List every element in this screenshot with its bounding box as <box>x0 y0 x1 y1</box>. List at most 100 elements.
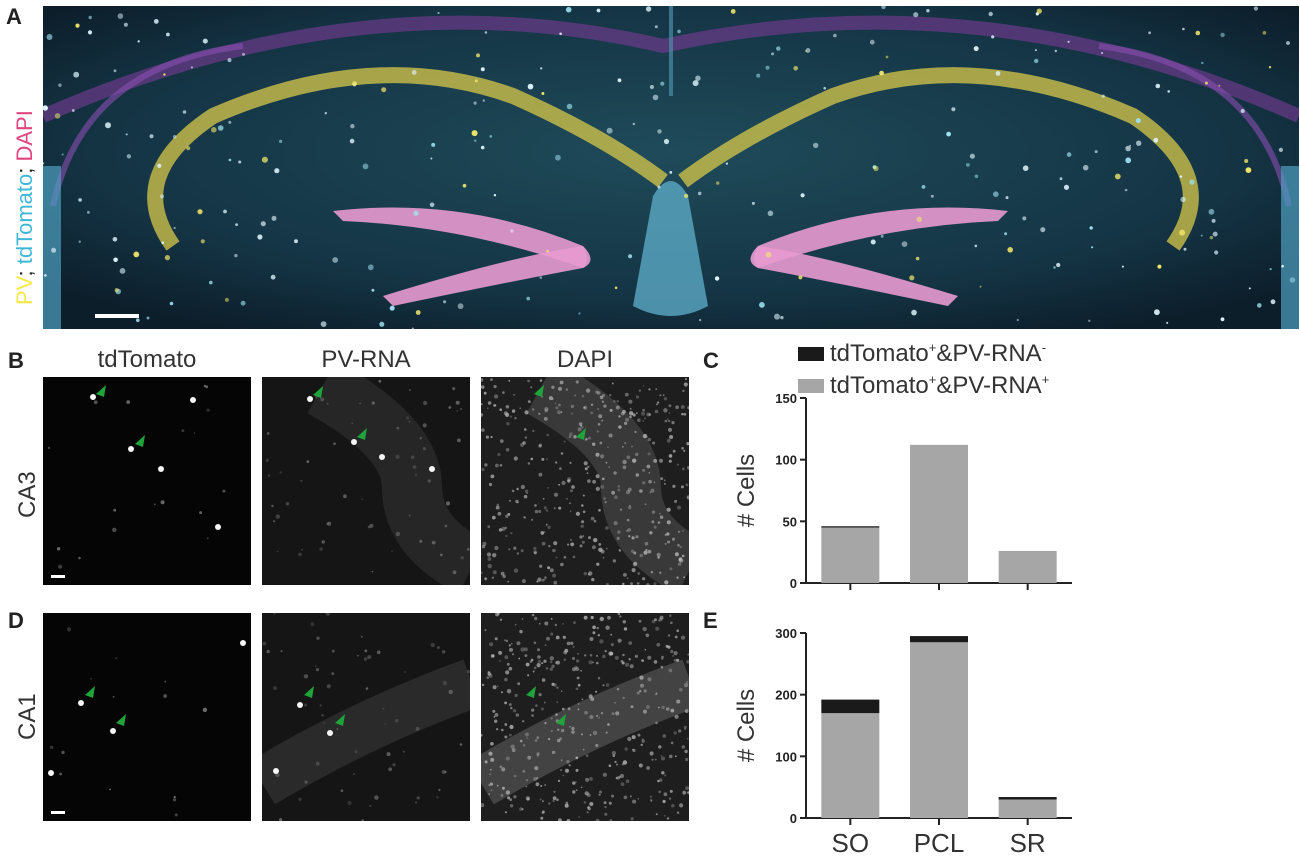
nucleus-dot <box>490 654 495 658</box>
nucleus-dot <box>669 567 673 571</box>
nucleus-dot <box>558 386 562 391</box>
arrowhead-icon <box>576 428 586 440</box>
cell-dot <box>1136 140 1142 146</box>
arrowhead-icon <box>534 385 544 397</box>
nucleus-dot <box>676 658 680 662</box>
cell-dot <box>320 321 327 327</box>
cell-dot <box>951 107 956 112</box>
cell-dot <box>901 241 908 248</box>
nucleus-dot <box>351 422 354 425</box>
nucleus-dot <box>686 659 689 664</box>
cell-dot <box>654 25 658 29</box>
chart-c-ca3-counts: 0 50 100 150 # Cells <box>733 391 1072 591</box>
nucleus-dot <box>668 668 673 673</box>
nucleus-dot <box>563 440 566 443</box>
nucleus-dot <box>608 764 612 767</box>
nucleus-dot <box>622 760 628 765</box>
nucleus-dot <box>419 539 423 543</box>
nucleus-dot <box>570 542 575 547</box>
nucleus-dot <box>500 439 504 443</box>
nucleus-dot <box>404 671 406 673</box>
nucleus-dot <box>666 438 671 443</box>
nucleus-dot <box>513 546 517 550</box>
arrowhead-icon <box>335 714 345 726</box>
nucleus-dot <box>513 568 519 573</box>
nucleus-dot <box>611 490 615 495</box>
nucleus-dot <box>206 408 210 412</box>
nucleus-dot <box>607 446 609 449</box>
cell-dot <box>1289 277 1296 283</box>
nucleus-dot <box>524 428 527 431</box>
cell-dot <box>617 78 622 83</box>
nucleus-dot <box>599 790 602 794</box>
legend-item-positive: tdTomato+&PV-RNA+ <box>798 372 1049 400</box>
nucleus-dot <box>567 479 571 483</box>
cell-dot <box>87 211 90 214</box>
nucleus-dot <box>671 421 675 425</box>
nucleus-dot <box>611 382 614 385</box>
cell-dot <box>539 276 543 279</box>
cell-dot <box>114 288 119 293</box>
cell-dot <box>126 154 132 159</box>
cell-dot <box>1189 179 1195 185</box>
nucleus-dot <box>618 425 622 429</box>
nucleus-dot <box>575 380 579 384</box>
nucleus-dot <box>569 510 572 513</box>
cell-dot <box>695 75 701 81</box>
y-tick-label: 300 <box>775 626 797 641</box>
cell-dot <box>415 310 421 315</box>
nucleus-dot <box>547 487 550 489</box>
nucleus-dot <box>635 535 639 539</box>
nucleus-dot <box>466 669 470 674</box>
nucleus-dot <box>549 568 554 573</box>
nucleus-dot <box>653 525 657 529</box>
cell-dot <box>730 9 736 14</box>
nucleus-dot <box>524 654 528 657</box>
nucleus-dot <box>630 582 633 585</box>
nucleus-dot <box>548 396 553 401</box>
cell-dot <box>123 22 128 27</box>
nucleus-dot <box>577 702 580 706</box>
nucleus-dot <box>577 652 579 655</box>
nucleus-dot <box>580 786 583 789</box>
nucleus-dot <box>484 577 488 581</box>
nucleus-dot <box>666 520 671 525</box>
nucleus-dot <box>660 755 663 757</box>
labeled-cell <box>78 700 84 706</box>
nucleus-dot <box>519 629 523 634</box>
nucleus-dot <box>543 506 547 510</box>
nucleus-dot <box>508 379 511 382</box>
nucleus-dot <box>304 780 308 784</box>
nucleus-dot <box>685 786 689 791</box>
nucleus-dot <box>556 686 559 689</box>
nucleus-dot <box>590 411 594 415</box>
cell-dot <box>1220 32 1225 38</box>
cell-dot <box>1208 208 1215 215</box>
nucleus-dot <box>273 613 276 615</box>
nucleus-dot <box>598 414 603 419</box>
nucleus-dot <box>632 562 637 567</box>
nucleus-dot <box>592 479 596 484</box>
nucleus-dot <box>628 641 632 645</box>
cell-dot <box>541 92 545 95</box>
cell-dot <box>119 268 126 274</box>
nucleus-dot <box>515 499 519 504</box>
nucleus-dot <box>607 723 610 726</box>
cell-dot <box>75 23 80 28</box>
nucleus-dot <box>489 768 492 771</box>
nucleus-dot <box>590 516 595 521</box>
ca3-pv-rna-image <box>262 377 470 585</box>
nucleus-dot <box>661 705 665 710</box>
cell-dot <box>1214 250 1219 255</box>
nucleus-dot <box>622 653 625 657</box>
nucleus-dot <box>487 525 491 529</box>
nucleus-dot <box>533 550 537 554</box>
cell-dot <box>389 305 395 311</box>
cell-dot <box>1091 246 1094 249</box>
nucleus-dot <box>555 713 558 716</box>
nucleus-dot <box>621 661 625 665</box>
nucleus-dot <box>542 810 545 814</box>
nucleus-dot <box>202 707 208 713</box>
nucleus-dot <box>572 781 576 785</box>
nucleus-dot <box>505 790 511 795</box>
